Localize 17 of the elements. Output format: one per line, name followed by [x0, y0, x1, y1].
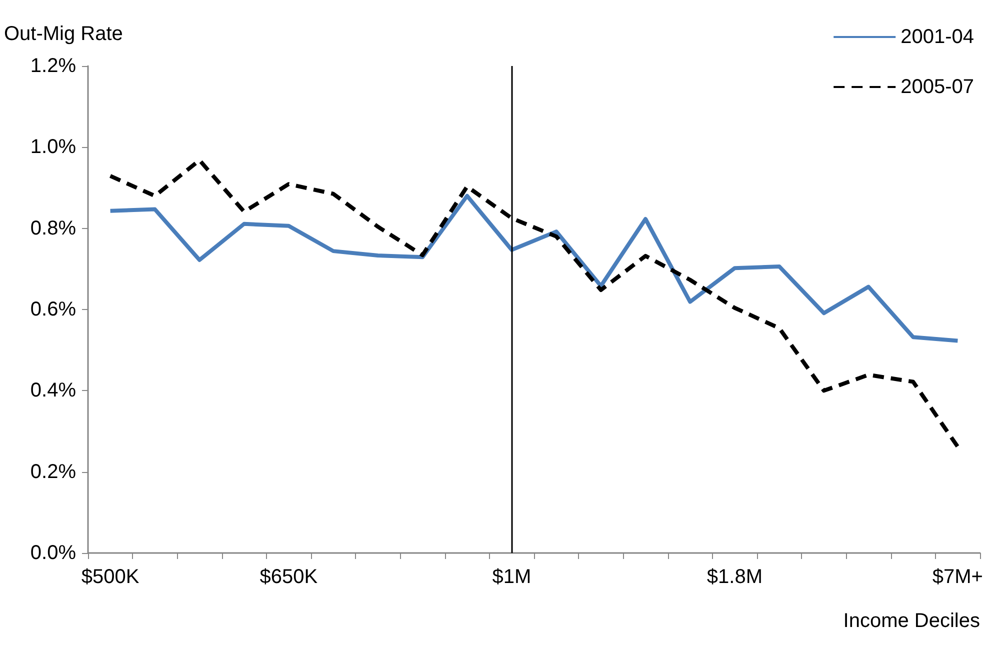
- y-tick-label: 0.4%: [30, 380, 76, 402]
- x-tick-label: $7M+: [932, 566, 983, 588]
- y-tick-label: 1.0%: [30, 136, 76, 158]
- x-tick-label: $500K: [81, 566, 140, 588]
- legend-label: 2005-07: [900, 76, 974, 98]
- y-axis-title: Out-Mig Rate: [4, 23, 123, 45]
- y-tick-label: 1.2%: [30, 55, 76, 77]
- x-tick-label: $650K: [260, 566, 318, 588]
- x-tick-label: $1.8M: [706, 566, 762, 588]
- y-tick-label: 0.0%: [30, 542, 76, 564]
- legend-label: 2001-04: [900, 26, 974, 48]
- y-tick-label: 0.8%: [30, 217, 76, 240]
- x-axis-title: Income Deciles: [843, 610, 980, 632]
- y-tick-label: 0.6%: [30, 298, 76, 320]
- line-series: [108, 194, 960, 343]
- x-tick-label: $1M: [492, 566, 532, 588]
- y-tick-label: 0.2%: [30, 460, 76, 483]
